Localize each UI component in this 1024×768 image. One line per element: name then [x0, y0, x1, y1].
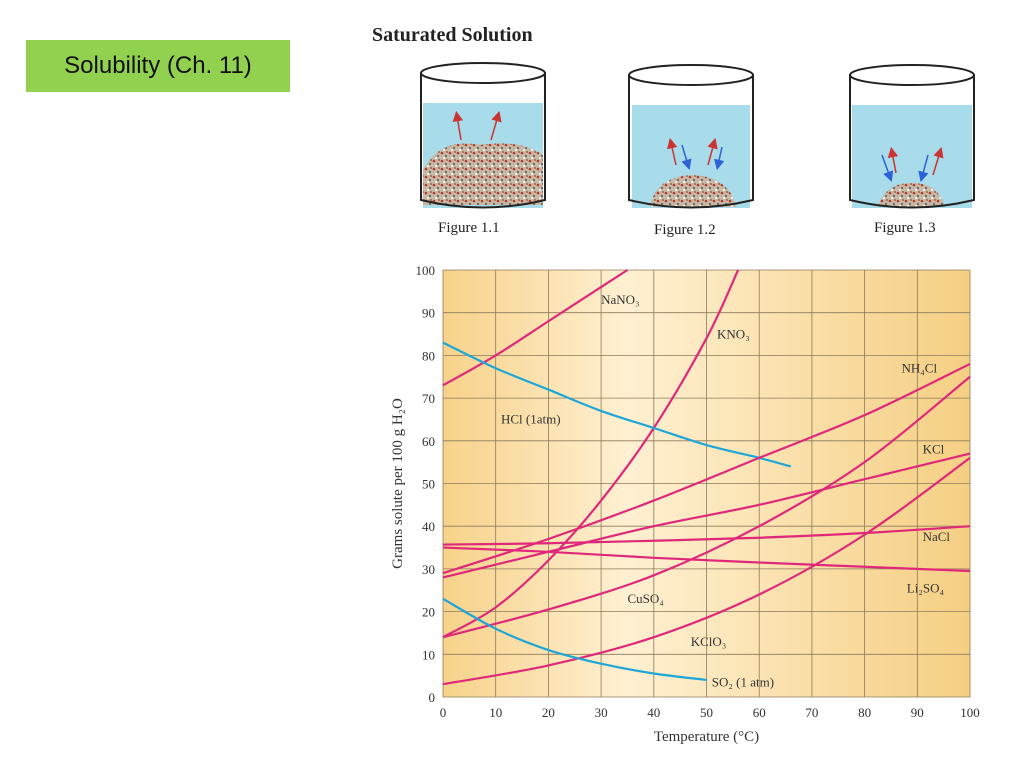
series-label: CuSO₄ — [627, 591, 664, 606]
y-tick-label: 20 — [422, 605, 435, 620]
y-tick-label: 0 — [429, 690, 436, 705]
series-line — [442, 525, 971, 546]
x-tick-label: 100 — [960, 705, 980, 720]
gridlines — [442, 269, 971, 698]
x-tick-label: 40 — [647, 705, 660, 720]
series-line — [442, 341, 792, 468]
beaker-illustration: Figure 1.1 Figure 1.2 Figure 1.3 — [420, 62, 975, 238]
x-tick-label: 90 — [911, 705, 924, 720]
x-tick-label: 70 — [805, 705, 818, 720]
series-line — [442, 452, 971, 579]
series-label: SO₂ (1 atm) — [712, 674, 774, 689]
y-tick-label: 100 — [416, 263, 436, 278]
beaker-1 — [420, 62, 546, 209]
series-line — [442, 375, 971, 639]
series-label: Li₂SO₄ — [907, 580, 945, 595]
y-tick-label: 90 — [422, 306, 435, 321]
x-tick-label: 80 — [858, 705, 871, 720]
beaker-3 — [849, 64, 975, 209]
series-line — [442, 546, 971, 573]
series-label: KCl — [923, 442, 945, 457]
series-label: NH₄Cl — [901, 360, 937, 375]
series-line — [442, 269, 629, 387]
y-tick-label: 10 — [422, 647, 435, 662]
figure-caption-2: Figure 1.2 — [654, 222, 716, 238]
series-line — [442, 597, 707, 682]
x-tick-label: 50 — [700, 705, 713, 720]
y-tick-label: 80 — [422, 348, 435, 363]
beaker-2 — [628, 64, 754, 209]
y-tick-label: 30 — [422, 562, 435, 577]
series-label: KNO₃ — [717, 326, 750, 341]
series-line — [442, 456, 971, 686]
solubility-chart: NaNO₃ KNO₃ HCl (1atm) NH₄Cl KCl NaCl Li₂SO₄ CuS… — [390, 263, 980, 745]
y-tick-label: 60 — [422, 434, 435, 449]
x-tick-label: 60 — [753, 705, 766, 720]
series-label: NaCl — [923, 529, 951, 544]
figure-caption-3: Figure 1.3 — [874, 220, 936, 236]
x-tick-label: 0 — [440, 705, 447, 720]
x-tick-label: 20 — [542, 705, 555, 720]
series-label: HCl (1atm) — [501, 412, 561, 427]
series-lines — [442, 269, 971, 686]
figure-caption-1: Figure 1.1 — [438, 220, 500, 236]
series-labels: NaNO₃ KNO₃ HCl (1atm) NH₄Cl KCl NaCl Li₂SO₄ CuS… — [501, 292, 950, 689]
series-line — [442, 269, 740, 639]
y-axis-label: Grams solute per 100 g H₂O — [390, 398, 406, 569]
series-label: NaNO₃ — [601, 292, 639, 307]
y-tick-label: 70 — [422, 391, 435, 406]
figure-heading: Saturated Solution — [372, 24, 533, 46]
series-label: KClO₃ — [691, 634, 727, 649]
slide-title: Solubility (Ch. 11) — [26, 40, 290, 92]
x-tick-label: 30 — [595, 705, 608, 720]
axis-ticks: 0 10 20 30 40 50 60 70 80 90 100 0 10 20 30 40 50 60 70 80 9… — [416, 263, 980, 720]
x-tick-label: 10 — [489, 705, 502, 720]
x-axis-label: Temperature (°C) — [654, 729, 759, 745]
y-tick-label: 50 — [422, 477, 435, 492]
y-tick-label: 40 — [422, 519, 435, 534]
